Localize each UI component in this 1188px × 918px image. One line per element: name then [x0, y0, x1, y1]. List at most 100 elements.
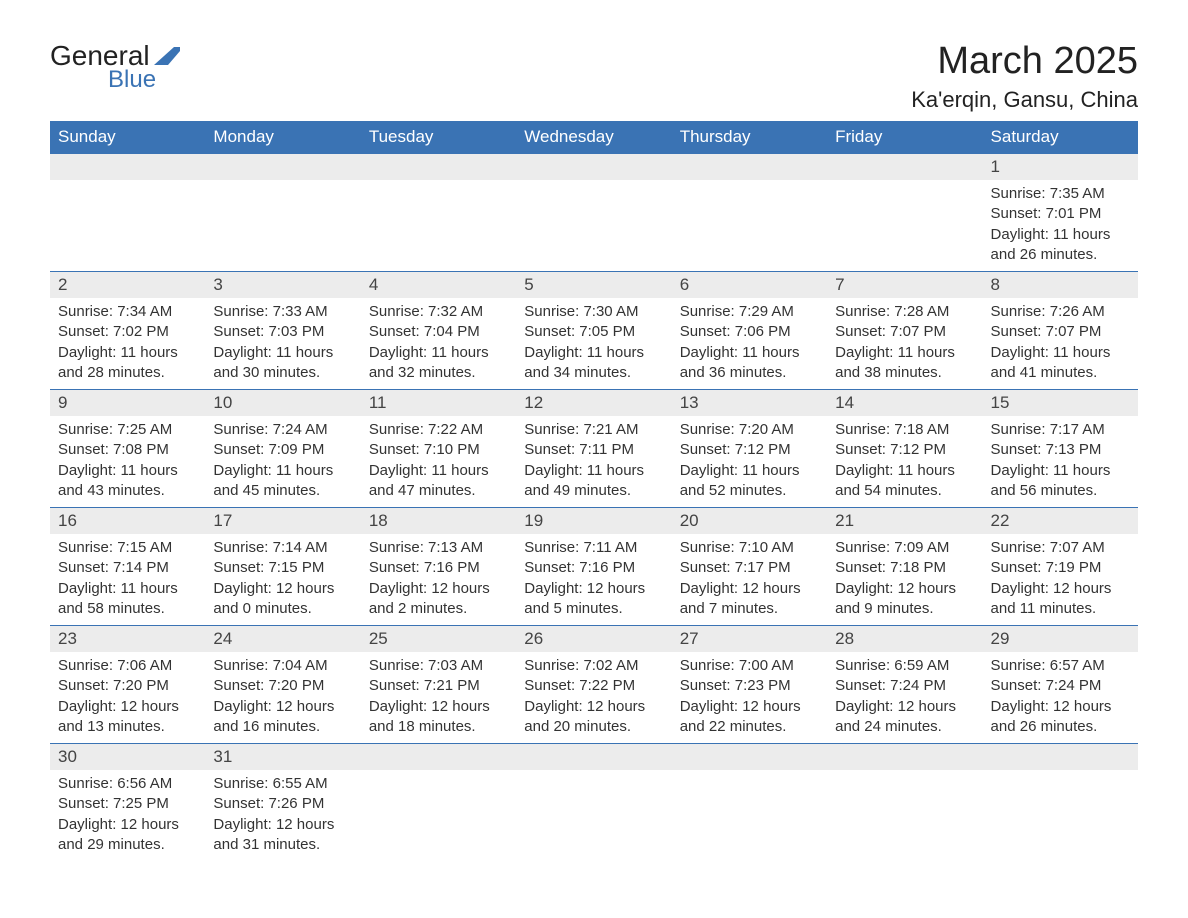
day-number-cell: 4: [361, 272, 516, 299]
day-data-cell: [516, 180, 671, 272]
day-number-cell: 28: [827, 626, 982, 653]
day-number-cell: 12: [516, 390, 671, 417]
day-data-cell: [827, 180, 982, 272]
day-data-cell: Sunrise: 7:26 AMSunset: 7:07 PMDaylight:…: [983, 298, 1138, 390]
day-number-cell: [983, 744, 1138, 771]
day-data-row: Sunrise: 7:25 AMSunset: 7:08 PMDaylight:…: [50, 416, 1138, 508]
day-number-cell: 17: [205, 508, 360, 535]
day-data-cell: Sunrise: 7:03 AMSunset: 7:21 PMDaylight:…: [361, 652, 516, 744]
day-data-cell: Sunrise: 7:04 AMSunset: 7:20 PMDaylight:…: [205, 652, 360, 744]
weekday-header-row: Sunday Monday Tuesday Wednesday Thursday…: [50, 121, 1138, 154]
day-data-cell: Sunrise: 6:59 AMSunset: 7:24 PMDaylight:…: [827, 652, 982, 744]
month-title: March 2025: [911, 40, 1138, 83]
day-data-cell: Sunrise: 7:29 AMSunset: 7:06 PMDaylight:…: [672, 298, 827, 390]
day-number-cell: 10: [205, 390, 360, 417]
day-number-cell: 25: [361, 626, 516, 653]
day-number-cell: 3: [205, 272, 360, 299]
day-number-cell: 26: [516, 626, 671, 653]
day-number-row: 1: [50, 154, 1138, 181]
day-data-cell: [983, 770, 1138, 861]
day-data-cell: Sunrise: 7:13 AMSunset: 7:16 PMDaylight:…: [361, 534, 516, 626]
day-data-cell: [516, 770, 671, 861]
day-number-cell: 31: [205, 744, 360, 771]
day-data-cell: Sunrise: 7:35 AMSunset: 7:01 PMDaylight:…: [983, 180, 1138, 272]
weekday-header: Tuesday: [361, 121, 516, 154]
day-data-cell: Sunrise: 7:33 AMSunset: 7:03 PMDaylight:…: [205, 298, 360, 390]
day-data-cell: [361, 180, 516, 272]
logo: General Blue: [50, 40, 180, 94]
day-data-cell: Sunrise: 7:09 AMSunset: 7:18 PMDaylight:…: [827, 534, 982, 626]
weekday-header: Friday: [827, 121, 982, 154]
day-number-cell: 5: [516, 272, 671, 299]
day-data-cell: Sunrise: 7:10 AMSunset: 7:17 PMDaylight:…: [672, 534, 827, 626]
day-data-cell: Sunrise: 7:20 AMSunset: 7:12 PMDaylight:…: [672, 416, 827, 508]
day-data-row: Sunrise: 7:06 AMSunset: 7:20 PMDaylight:…: [50, 652, 1138, 744]
day-number-cell: [205, 154, 360, 181]
location: Ka'erqin, Gansu, China: [911, 87, 1138, 113]
day-number-cell: [361, 154, 516, 181]
day-data-cell: [672, 180, 827, 272]
calendar-table: Sunday Monday Tuesday Wednesday Thursday…: [50, 121, 1138, 861]
day-number-cell: 20: [672, 508, 827, 535]
day-data-cell: [827, 770, 982, 861]
day-number-cell: 8: [983, 272, 1138, 299]
day-number-cell: 11: [361, 390, 516, 417]
day-number-cell: [516, 744, 671, 771]
day-data-cell: Sunrise: 7:30 AMSunset: 7:05 PMDaylight:…: [516, 298, 671, 390]
day-number-cell: 29: [983, 626, 1138, 653]
day-number-row: 3031: [50, 744, 1138, 771]
day-number-cell: [672, 154, 827, 181]
day-data-row: Sunrise: 6:56 AMSunset: 7:25 PMDaylight:…: [50, 770, 1138, 861]
day-data-cell: Sunrise: 7:14 AMSunset: 7:15 PMDaylight:…: [205, 534, 360, 626]
day-number-cell: [827, 154, 982, 181]
weekday-header: Saturday: [983, 121, 1138, 154]
day-number-row: 9101112131415: [50, 390, 1138, 417]
weekday-header: Thursday: [672, 121, 827, 154]
day-number-cell: [516, 154, 671, 181]
day-data-cell: Sunrise: 7:24 AMSunset: 7:09 PMDaylight:…: [205, 416, 360, 508]
day-data-cell: Sunrise: 7:00 AMSunset: 7:23 PMDaylight:…: [672, 652, 827, 744]
day-data-cell: Sunrise: 7:32 AMSunset: 7:04 PMDaylight:…: [361, 298, 516, 390]
day-number-cell: 21: [827, 508, 982, 535]
day-number-cell: 18: [361, 508, 516, 535]
day-number-cell: 23: [50, 626, 205, 653]
weekday-header: Monday: [205, 121, 360, 154]
day-data-cell: Sunrise: 6:55 AMSunset: 7:26 PMDaylight:…: [205, 770, 360, 861]
logo-flag-icon: [154, 47, 180, 65]
day-data-cell: [50, 180, 205, 272]
day-number-cell: [672, 744, 827, 771]
day-data-cell: Sunrise: 7:25 AMSunset: 7:08 PMDaylight:…: [50, 416, 205, 508]
day-number-cell: 6: [672, 272, 827, 299]
day-number-cell: [50, 154, 205, 181]
logo-text-blue: Blue: [108, 66, 156, 94]
weekday-header: Sunday: [50, 121, 205, 154]
day-data-row: Sunrise: 7:15 AMSunset: 7:14 PMDaylight:…: [50, 534, 1138, 626]
day-data-cell: Sunrise: 7:17 AMSunset: 7:13 PMDaylight:…: [983, 416, 1138, 508]
day-data-cell: Sunrise: 7:28 AMSunset: 7:07 PMDaylight:…: [827, 298, 982, 390]
day-number-cell: 19: [516, 508, 671, 535]
day-number-row: 23242526272829: [50, 626, 1138, 653]
day-data-cell: Sunrise: 7:02 AMSunset: 7:22 PMDaylight:…: [516, 652, 671, 744]
day-data-cell: Sunrise: 7:18 AMSunset: 7:12 PMDaylight:…: [827, 416, 982, 508]
day-number-cell: 30: [50, 744, 205, 771]
day-data-cell: [361, 770, 516, 861]
day-number-cell: 16: [50, 508, 205, 535]
day-number-cell: 9: [50, 390, 205, 417]
day-number-cell: 22: [983, 508, 1138, 535]
day-data-cell: Sunrise: 7:06 AMSunset: 7:20 PMDaylight:…: [50, 652, 205, 744]
day-data-cell: [205, 180, 360, 272]
day-number-cell: 7: [827, 272, 982, 299]
day-number-row: 2345678: [50, 272, 1138, 299]
day-data-cell: Sunrise: 7:21 AMSunset: 7:11 PMDaylight:…: [516, 416, 671, 508]
header: General Blue March 2025 Ka'erqin, Gansu,…: [50, 40, 1138, 113]
day-data-cell: Sunrise: 6:57 AMSunset: 7:24 PMDaylight:…: [983, 652, 1138, 744]
day-data-cell: Sunrise: 6:56 AMSunset: 7:25 PMDaylight:…: [50, 770, 205, 861]
day-data-cell: [672, 770, 827, 861]
day-data-cell: Sunrise: 7:34 AMSunset: 7:02 PMDaylight:…: [50, 298, 205, 390]
day-data-row: Sunrise: 7:34 AMSunset: 7:02 PMDaylight:…: [50, 298, 1138, 390]
day-number-cell: [827, 744, 982, 771]
day-data-cell: Sunrise: 7:22 AMSunset: 7:10 PMDaylight:…: [361, 416, 516, 508]
day-data-cell: Sunrise: 7:11 AMSunset: 7:16 PMDaylight:…: [516, 534, 671, 626]
weekday-header: Wednesday: [516, 121, 671, 154]
day-number-cell: [361, 744, 516, 771]
